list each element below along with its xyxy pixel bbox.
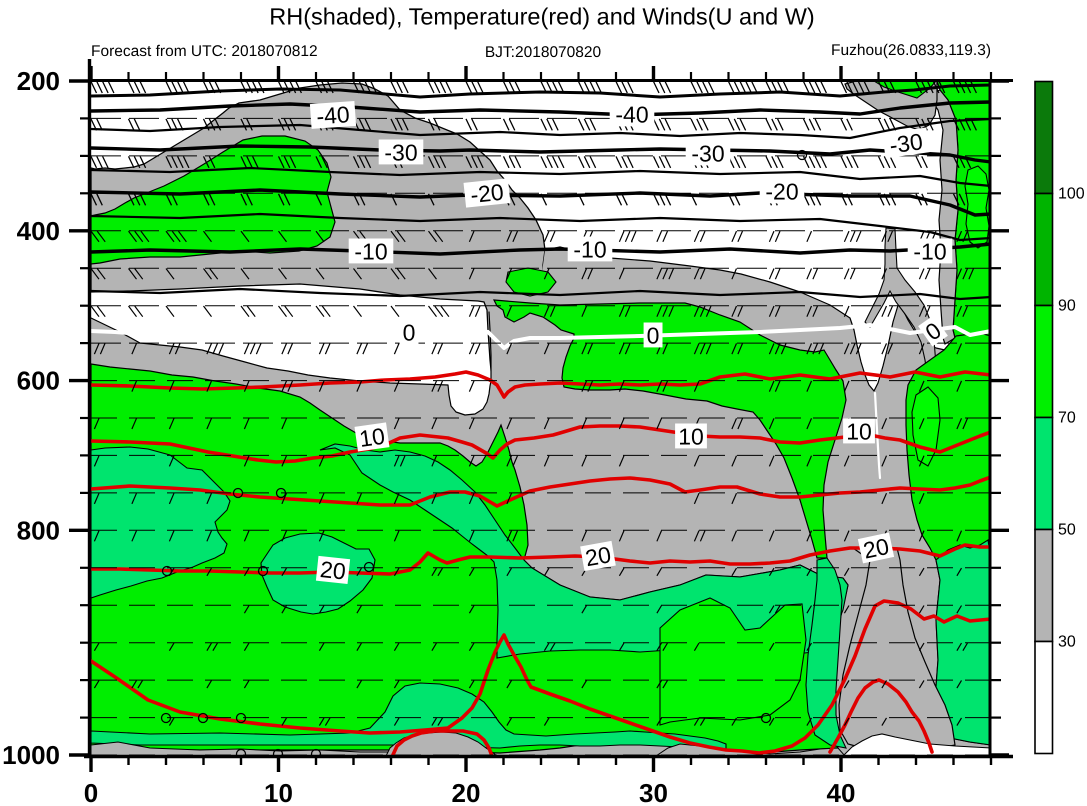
svg-text:40: 40: [827, 778, 856, 806]
svg-text:0: 0: [647, 322, 660, 348]
svg-text:0: 0: [84, 778, 98, 806]
svg-text:1000: 1000: [2, 740, 60, 770]
svg-text:-20: -20: [765, 178, 798, 204]
svg-text:200: 200: [17, 66, 60, 96]
svg-text:-10: -10: [573, 236, 606, 262]
svg-text:-30: -30: [888, 128, 925, 158]
svg-text:10: 10: [264, 778, 293, 806]
svg-text:20: 20: [319, 556, 347, 585]
svg-text:800: 800: [17, 515, 60, 545]
svg-text:BJT:2018070820: BJT:2018070820: [485, 44, 602, 61]
svg-text:30: 30: [639, 778, 668, 806]
svg-text:400: 400: [17, 216, 60, 246]
svg-text:30: 30: [1058, 634, 1076, 651]
svg-text:90: 90: [1058, 298, 1076, 315]
svg-text:-20: -20: [469, 179, 505, 208]
svg-text:100: 100: [1058, 186, 1085, 203]
svg-text:10: 10: [846, 418, 872, 444]
svg-text:Fuzhou(26.0833,119.3): Fuzhou(26.0833,119.3): [831, 42, 991, 59]
svg-text:-10: -10: [354, 238, 387, 264]
svg-text:-30: -30: [691, 140, 724, 166]
svg-text:-30: -30: [384, 139, 417, 165]
svg-text:0: 0: [403, 319, 416, 345]
svg-text:10: 10: [358, 423, 387, 452]
svg-text:10: 10: [678, 423, 704, 449]
svg-text:50: 50: [1058, 522, 1076, 539]
svg-text:20: 20: [861, 533, 891, 564]
svg-text:-40: -40: [615, 101, 648, 127]
svg-text:20: 20: [452, 778, 481, 806]
svg-text:20: 20: [583, 541, 613, 571]
svg-text:Forecast from UTC: 2018070812: Forecast from UTC: 2018070812: [91, 43, 318, 60]
svg-text:-40: -40: [316, 101, 351, 129]
svg-text:600: 600: [17, 366, 60, 396]
svg-text:70: 70: [1058, 410, 1076, 427]
svg-text:RH(shaded), Temperature(red) a: RH(shaded), Temperature(red) and Winds(U…: [269, 4, 815, 30]
svg-text:-10: -10: [913, 238, 946, 264]
